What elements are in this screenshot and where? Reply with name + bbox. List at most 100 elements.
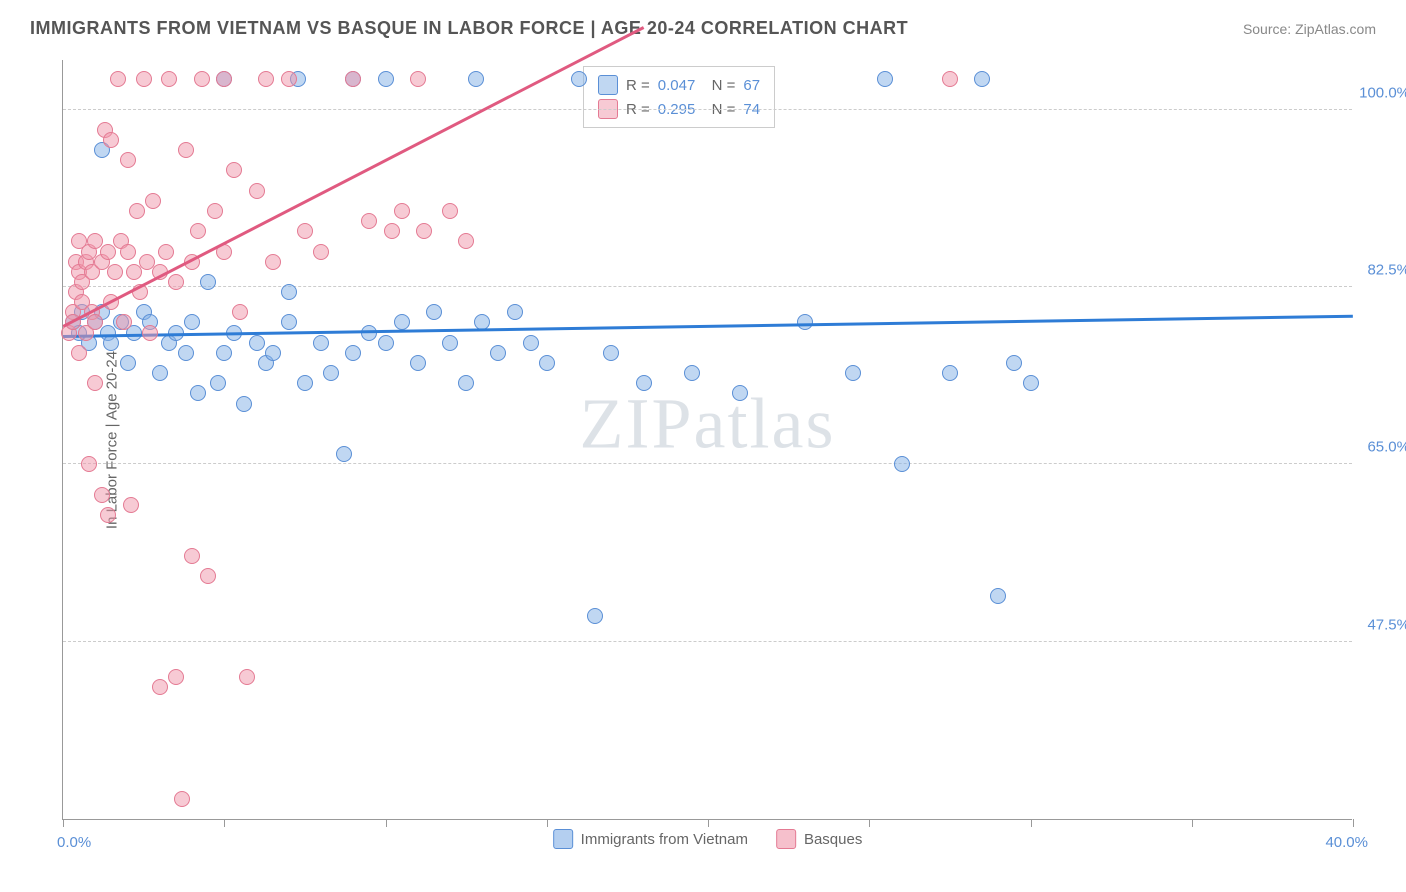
data-point xyxy=(158,244,174,260)
data-point xyxy=(120,244,136,260)
data-point xyxy=(281,284,297,300)
legend-label: Basques xyxy=(804,831,862,848)
y-tick-label: 65.0% xyxy=(1367,439,1406,456)
data-point xyxy=(990,588,1006,604)
data-point xyxy=(174,791,190,807)
data-point xyxy=(426,304,442,320)
data-point xyxy=(571,71,587,87)
source-link[interactable]: ZipAtlas.com xyxy=(1295,21,1376,37)
data-point xyxy=(120,355,136,371)
series-legend: Immigrants from Vietnam Basques xyxy=(553,829,863,849)
data-point xyxy=(168,274,184,290)
data-point xyxy=(281,314,297,330)
data-point xyxy=(120,152,136,168)
data-point xyxy=(603,345,619,361)
data-point xyxy=(232,304,248,320)
data-point xyxy=(123,497,139,513)
data-point xyxy=(416,223,432,239)
data-point xyxy=(100,507,116,523)
data-point xyxy=(394,314,410,330)
data-point xyxy=(539,355,555,371)
data-point xyxy=(845,365,861,381)
data-point xyxy=(442,335,458,351)
x-tick xyxy=(1192,819,1193,827)
data-point xyxy=(468,71,484,87)
x-min-label: 0.0% xyxy=(57,834,91,851)
x-max-label: 40.0% xyxy=(1325,834,1368,851)
data-point xyxy=(313,244,329,260)
data-point xyxy=(942,71,958,87)
y-axis-label: In Labor Force | Age 20-24 xyxy=(104,350,121,528)
data-point xyxy=(507,304,523,320)
data-point xyxy=(210,375,226,391)
gridline xyxy=(63,109,1352,110)
data-point xyxy=(877,71,893,87)
legend-swatch xyxy=(553,829,573,849)
x-tick xyxy=(869,819,870,827)
data-point xyxy=(103,132,119,148)
data-point xyxy=(249,335,265,351)
legend-row: R = 0.047 N = 67 xyxy=(598,73,760,97)
data-point xyxy=(458,233,474,249)
data-point xyxy=(136,71,152,87)
data-point xyxy=(684,365,700,381)
data-point xyxy=(323,365,339,381)
data-point xyxy=(1006,355,1022,371)
correlation-legend: R = 0.047 N = 67R = 0.295 N = 74 xyxy=(583,66,775,128)
y-tick-label: 100.0% xyxy=(1359,84,1406,101)
data-point xyxy=(184,548,200,564)
data-point xyxy=(894,456,910,472)
data-point xyxy=(378,335,394,351)
data-point xyxy=(345,345,361,361)
legend-n-value: 67 xyxy=(743,77,760,94)
data-point xyxy=(145,193,161,209)
data-point xyxy=(336,446,352,462)
data-point xyxy=(410,355,426,371)
gridline xyxy=(63,463,1352,464)
data-point xyxy=(81,456,97,472)
legend-label: Immigrants from Vietnam xyxy=(581,831,748,848)
legend-item: Immigrants from Vietnam xyxy=(553,829,748,849)
legend-swatch xyxy=(598,75,618,95)
x-tick xyxy=(386,819,387,827)
legend-swatch xyxy=(776,829,796,849)
data-point xyxy=(942,365,958,381)
scatter-chart: In Labor Force | Age 20-24 ZIPatlas R = … xyxy=(62,60,1352,820)
data-point xyxy=(394,203,410,219)
data-point xyxy=(236,396,252,412)
gridline xyxy=(63,286,1352,287)
data-point xyxy=(190,223,206,239)
data-point xyxy=(184,314,200,330)
data-point xyxy=(168,669,184,685)
data-point xyxy=(1023,375,1039,391)
data-point xyxy=(587,608,603,624)
data-point xyxy=(974,71,990,87)
data-point xyxy=(410,71,426,87)
data-point xyxy=(249,183,265,199)
data-point xyxy=(442,203,458,219)
data-point xyxy=(216,71,232,87)
data-point xyxy=(116,314,132,330)
data-point xyxy=(490,345,506,361)
data-point xyxy=(265,345,281,361)
source-prefix: Source: xyxy=(1243,21,1295,37)
data-point xyxy=(94,487,110,503)
chart-title: IMMIGRANTS FROM VIETNAM VS BASQUE IN LAB… xyxy=(30,18,908,39)
data-point xyxy=(200,568,216,584)
data-point xyxy=(190,385,206,401)
x-tick xyxy=(63,819,64,827)
data-point xyxy=(361,213,377,229)
x-tick xyxy=(547,819,548,827)
watermark: ZIPatlas xyxy=(580,383,836,466)
x-tick xyxy=(708,819,709,827)
data-point xyxy=(258,71,274,87)
legend-item: Basques xyxy=(776,829,862,849)
data-point xyxy=(523,335,539,351)
data-point xyxy=(107,264,123,280)
data-point xyxy=(178,345,194,361)
data-point xyxy=(152,365,168,381)
data-point xyxy=(313,335,329,351)
data-point xyxy=(226,162,242,178)
y-tick-label: 47.5% xyxy=(1367,616,1406,633)
x-tick xyxy=(224,819,225,827)
